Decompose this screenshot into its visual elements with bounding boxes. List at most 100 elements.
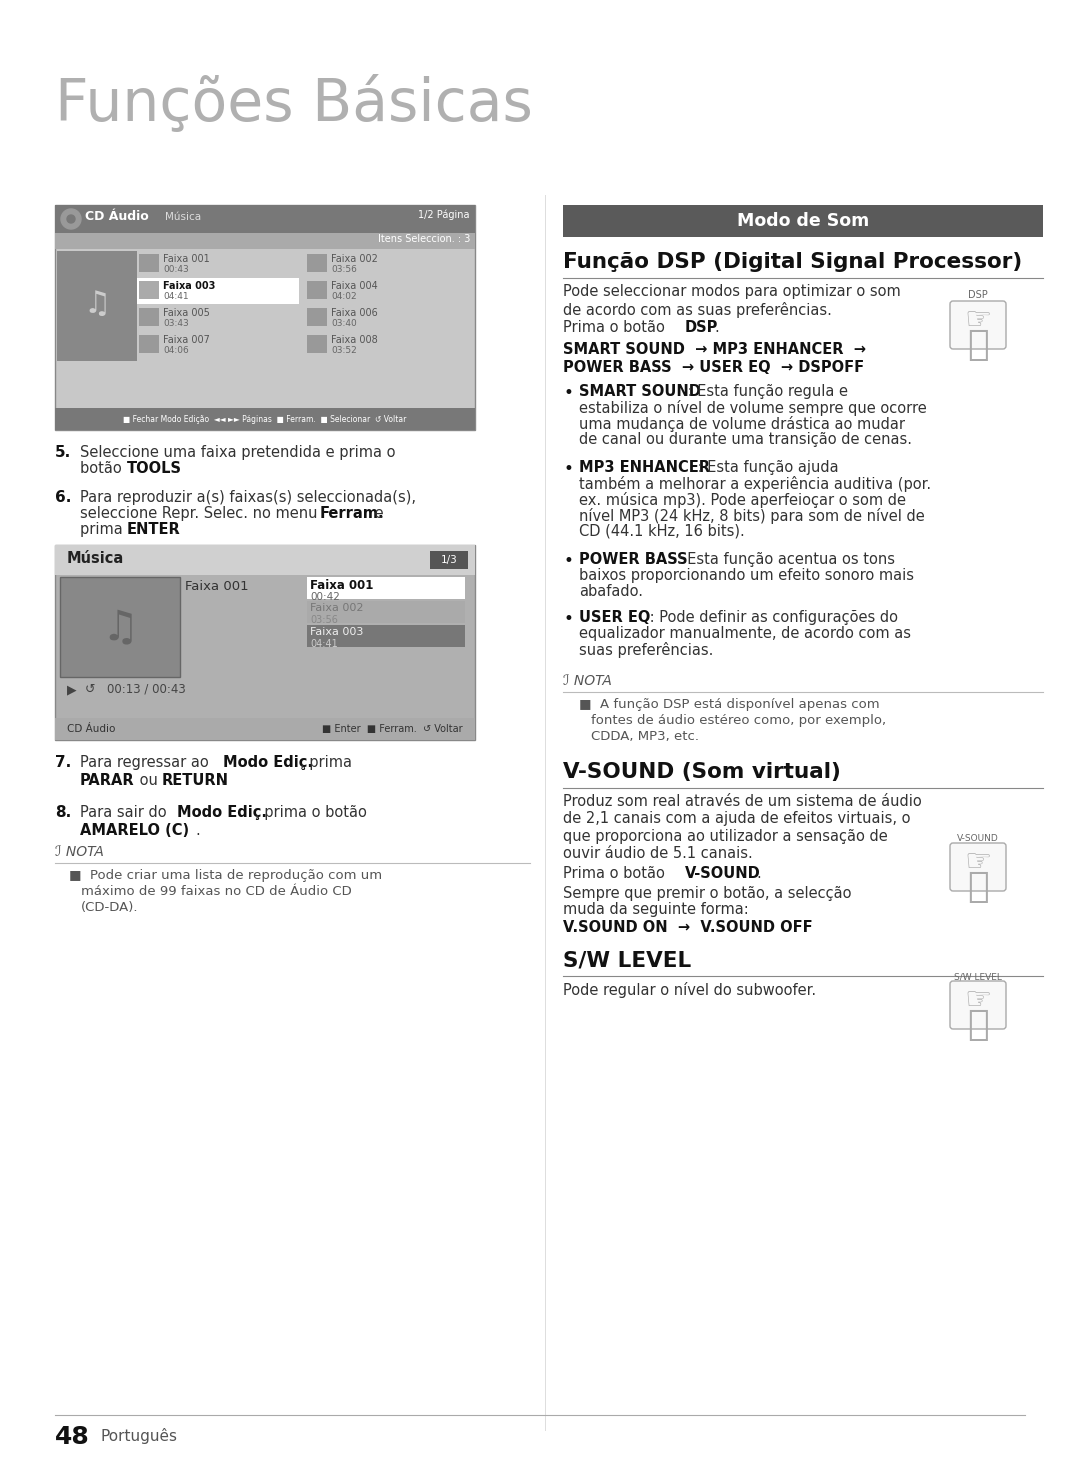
Bar (307, 281, 327, 299)
Text: •: • (563, 609, 572, 629)
Text: 6.: 6. (55, 490, 71, 504)
Text: : Esta função acentua os tons: : Esta função acentua os tons (673, 552, 895, 566)
Text: 5.: 5. (55, 445, 71, 460)
Text: TOOLS: TOOLS (127, 461, 183, 476)
Text: estabiliza o nível de volume sempre que ocorre: estabiliza o nível de volume sempre que … (579, 399, 927, 416)
Bar (307, 254, 327, 272)
Text: V-SOUND: V-SOUND (685, 867, 760, 881)
Text: ✋: ✋ (968, 870, 989, 904)
Bar (139, 254, 159, 272)
Text: 7.: 7. (55, 754, 71, 771)
Text: .: . (195, 822, 200, 839)
Text: Prima o botão: Prima o botão (563, 867, 670, 881)
Text: CD (44.1 kHz, 16 bits).: CD (44.1 kHz, 16 bits). (579, 524, 745, 538)
Bar (55, 234, 475, 248)
Text: ✋: ✋ (968, 328, 989, 362)
Text: Modo Ediç.: Modo Ediç. (177, 805, 267, 819)
Text: Seleccione uma faixa pretendida e prima o: Seleccione uma faixa pretendida e prima … (80, 445, 395, 460)
Text: ■ Enter  ■ Ferram.  ↺ Voltar: ■ Enter ■ Ferram. ↺ Voltar (322, 725, 463, 734)
Bar (139, 281, 159, 299)
Text: 00:42: 00:42 (310, 592, 340, 602)
Text: : Esta função regula e: : Esta função regula e (683, 385, 848, 399)
Text: Prima o botão: Prima o botão (563, 319, 670, 336)
Text: •: • (563, 460, 572, 478)
Text: .: . (173, 461, 178, 476)
Text: , prima: , prima (300, 754, 352, 771)
Bar (60, 577, 180, 677)
Text: ♫: ♫ (83, 290, 110, 319)
Text: ▶: ▶ (67, 683, 77, 697)
Text: 03:40: 03:40 (330, 319, 356, 328)
Text: Produz som real através de um sistema de áudio
de 2,1 canais com a ajuda de efei: Produz som real através de um sistema de… (563, 794, 921, 861)
Text: USER EQ: USER EQ (579, 609, 650, 626)
Text: DSP: DSP (968, 290, 988, 300)
Bar (307, 600, 465, 623)
Text: V-SOUND: V-SOUND (957, 834, 999, 843)
Text: Faixa 001: Faixa 001 (163, 254, 210, 263)
Text: ✋: ✋ (968, 1009, 989, 1043)
Bar (55, 544, 475, 740)
FancyBboxPatch shape (950, 981, 1005, 1029)
Text: 03:43: 03:43 (163, 319, 189, 328)
Text: .: . (220, 774, 225, 788)
Text: : Pode definir as configurações do: : Pode definir as configurações do (645, 609, 897, 626)
Text: DSP: DSP (685, 319, 718, 336)
FancyBboxPatch shape (950, 302, 1005, 349)
Circle shape (60, 209, 81, 229)
Text: ENTER: ENTER (127, 522, 180, 537)
Text: prima: prima (80, 522, 127, 537)
Bar (430, 552, 468, 569)
Text: POWER BASS  → USER EQ  → DSPOFF: POWER BASS → USER EQ → DSPOFF (563, 359, 864, 376)
Text: RETURN: RETURN (162, 774, 229, 788)
Bar (307, 577, 465, 599)
Text: de canal ou durante uma transição de cenas.: de canal ou durante uma transição de cen… (579, 432, 912, 447)
Text: 03:56: 03:56 (310, 615, 338, 626)
Text: 04:06: 04:06 (163, 346, 189, 355)
Text: Pode seleccionar modos para optimizar o som
de acordo com as suas preferências.: Pode seleccionar modos para optimizar o … (563, 284, 901, 318)
Text: fontes de áudio estéreo como, por exemplo,: fontes de áudio estéreo como, por exempl… (591, 714, 886, 728)
Text: Música: Música (67, 552, 124, 566)
Text: nível MP3 (24 kHz, 8 bits) para som de nível de: nível MP3 (24 kHz, 8 bits) para som de n… (579, 507, 924, 524)
Text: 03:56: 03:56 (330, 265, 356, 274)
Bar (563, 206, 1043, 237)
Bar (307, 308, 327, 325)
Text: 00:43: 00:43 (163, 265, 189, 274)
Text: POWER BASS: POWER BASS (579, 552, 688, 566)
Text: Itens Seleccion. : 3: Itens Seleccion. : 3 (378, 234, 470, 244)
Text: 03:52: 03:52 (330, 346, 356, 355)
Text: 1/2 Página: 1/2 Página (419, 210, 470, 220)
Text: AMARELO (C): AMARELO (C) (80, 822, 189, 839)
Text: Ferram.: Ferram. (320, 506, 384, 521)
Text: V-SOUND (Som virtual): V-SOUND (Som virtual) (563, 762, 841, 782)
Text: Faixa 001: Faixa 001 (310, 578, 374, 592)
Bar (55, 544, 475, 575)
Text: 00:13 / 00:43: 00:13 / 00:43 (107, 683, 186, 697)
Bar (307, 336, 327, 353)
Text: 8.: 8. (55, 805, 71, 819)
Text: CD Áudio: CD Áudio (67, 725, 116, 734)
Text: Modo Ediç.: Modo Ediç. (222, 754, 313, 771)
Text: Para regressar ao: Para regressar ao (80, 754, 214, 771)
Text: Faixa 005: Faixa 005 (163, 308, 210, 318)
Text: MP3 ENHANCER: MP3 ENHANCER (579, 460, 710, 475)
Text: Faixa 006: Faixa 006 (330, 308, 378, 318)
Text: ex. música mp3). Pode aperfeioçar o som de: ex. música mp3). Pode aperfeioçar o som … (579, 493, 906, 507)
Bar (55, 206, 475, 234)
Circle shape (67, 214, 75, 223)
Text: suas preferências.: suas preferências. (579, 642, 714, 658)
Text: ♫: ♫ (102, 606, 138, 648)
Text: ou: ou (135, 774, 162, 788)
Text: : Esta função ajuda: : Esta função ajuda (693, 460, 839, 475)
Text: Funções Básicas: Funções Básicas (55, 75, 532, 133)
Text: Faixa 002: Faixa 002 (310, 603, 364, 612)
Text: e: e (370, 506, 383, 521)
Text: .: . (714, 319, 719, 336)
Text: também a melhorar a experiência auditiva (por.: também a melhorar a experiência auditiva… (579, 476, 931, 493)
Bar (57, 251, 137, 361)
Text: Faixa 002: Faixa 002 (330, 254, 378, 263)
Text: abafado.: abafado. (579, 584, 643, 599)
Bar (137, 278, 299, 305)
Text: Faixa 003: Faixa 003 (163, 281, 215, 291)
Text: ☞: ☞ (964, 306, 991, 336)
Text: (CD-DA).: (CD-DA). (81, 901, 138, 914)
